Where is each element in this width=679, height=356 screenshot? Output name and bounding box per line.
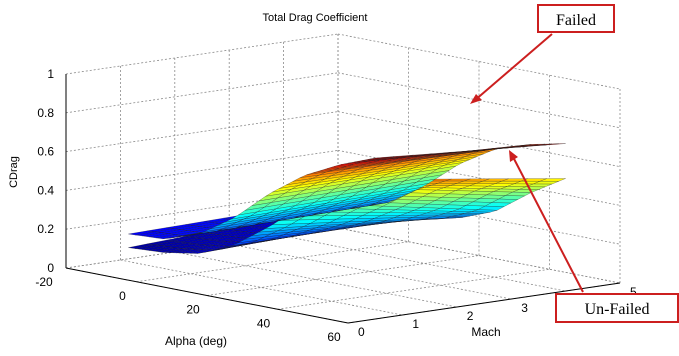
z-tick-label: 0 xyxy=(47,261,54,275)
grid-line xyxy=(283,235,566,292)
surface-patches xyxy=(128,143,566,254)
x-tick-label: 60 xyxy=(327,330,341,344)
unfailed-callout-label: Un-Failed xyxy=(585,301,650,318)
failed-callout-label: Failed xyxy=(556,12,596,29)
y-tick-label: 1 xyxy=(412,317,419,331)
z-axis-label: CDrag xyxy=(8,156,20,188)
z-tick-label: 1 xyxy=(47,67,54,81)
z-tick-label: 0.8 xyxy=(37,106,54,120)
grid-line xyxy=(136,241,409,283)
unfailed-arrow xyxy=(511,154,584,293)
x-axis-label: Alpha (deg) xyxy=(165,334,227,348)
failed-arrowhead xyxy=(470,94,482,104)
x-tick-label: 40 xyxy=(257,316,271,330)
unfailed-callout: Un-Failed xyxy=(509,150,679,323)
y-tick-label: 2 xyxy=(467,309,474,323)
z-tick-label: 0.6 xyxy=(37,145,54,159)
chart-title: Total Drag Coefficient xyxy=(263,12,368,24)
failed-arrow xyxy=(473,33,553,102)
x-tick-label: 20 xyxy=(186,303,200,317)
y-axis-line xyxy=(347,282,621,324)
z-tick-label: 0.4 xyxy=(37,183,54,197)
grid-line xyxy=(337,33,621,90)
y-axis-label: Mach xyxy=(471,325,500,339)
unfailed-callout-box xyxy=(555,293,679,323)
y-tick-label: 0 xyxy=(358,325,365,339)
failed-callout-box xyxy=(537,4,615,33)
grid-line xyxy=(65,72,339,114)
x-tick-label: -20 xyxy=(35,275,53,289)
z-tick-label: 0.2 xyxy=(37,222,54,236)
grid-line xyxy=(65,111,339,152)
failed-callout: Failed xyxy=(470,4,615,104)
axes-grid xyxy=(65,33,621,324)
surface-patch xyxy=(128,230,155,236)
surface-failed xyxy=(128,143,566,239)
y-tick-label: 5 xyxy=(630,285,637,299)
grid-line xyxy=(65,150,339,191)
x-axis-line xyxy=(65,267,349,324)
x-tick-label: 0 xyxy=(119,289,126,303)
surface-patch xyxy=(128,243,155,249)
unfailed-arrowhead xyxy=(509,150,518,162)
grid-line xyxy=(277,268,550,310)
y-tick-label: 3 xyxy=(521,301,528,315)
grid-line xyxy=(65,33,339,75)
grid-line xyxy=(206,255,480,296)
grid-line xyxy=(120,259,403,316)
